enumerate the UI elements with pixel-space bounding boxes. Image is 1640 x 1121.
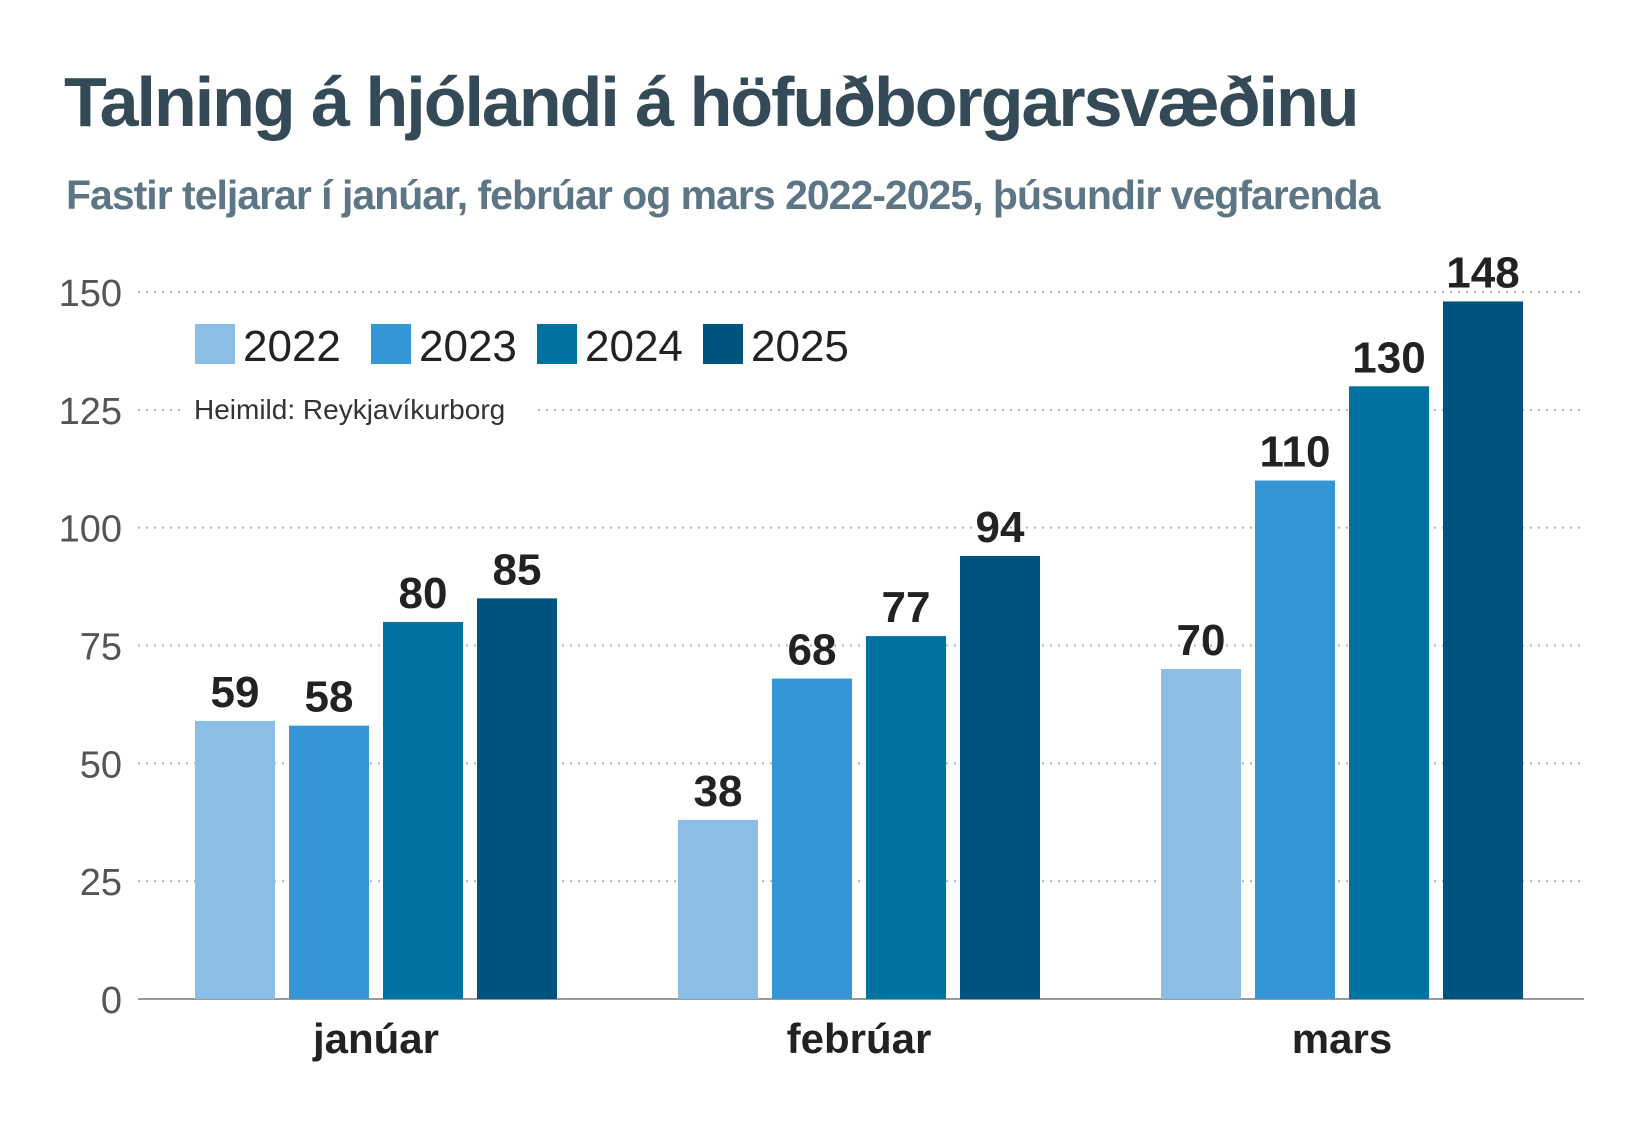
legend-swatch-2025 (703, 324, 743, 364)
value-label: 38 (694, 767, 743, 816)
y-tick-label: 0 (101, 980, 122, 1022)
legend-swatch-2022 (195, 324, 235, 364)
y-tick-label: 25 (80, 862, 122, 904)
value-label: 80 (399, 569, 448, 618)
category-label: janúar (312, 1015, 439, 1062)
bar-2025-febrúar (960, 555, 1040, 999)
source-background (182, 383, 534, 435)
value-label: 59 (211, 668, 260, 717)
bar-2025-mars (1443, 301, 1523, 1000)
value-label: 68 (788, 625, 837, 674)
legend-label: 2024 (585, 322, 683, 371)
bar-2022-janúar (195, 720, 275, 999)
y-tick-label: 125 (59, 391, 122, 433)
chart-subtitle: Fastir teljarar í janúar, febrúar og mar… (66, 172, 1380, 218)
category-labels: janúar febrúar mars (312, 1015, 1392, 1062)
value-label: 110 (1260, 428, 1331, 477)
legend-label: 2022 (243, 322, 341, 371)
bar-2023-febrúar (772, 678, 852, 999)
y-tick-label: 150 (59, 273, 122, 315)
category-label: febrúar (787, 1015, 932, 1062)
bar-2025-janúar (477, 598, 557, 999)
bar-2023-mars (1255, 480, 1335, 999)
bar-2024-febrúar (866, 636, 946, 999)
value-label: 58 (305, 673, 354, 722)
bar-2022-febrúar (678, 819, 758, 999)
legend-label: 2025 (751, 322, 849, 371)
category-label: mars (1292, 1015, 1392, 1062)
bar-2024-mars (1349, 386, 1429, 999)
legend-swatch-2024 (537, 324, 577, 364)
value-label: 70 (1177, 616, 1226, 665)
value-labels: 59 58 80 85 38 68 77 94 70 110 130 148 (211, 248, 1520, 815)
y-tick-label: 50 (80, 744, 122, 786)
y-axis-ticks: 0 25 50 75 100 125 150 (59, 273, 122, 1022)
legend: 2022 2023 2024 2025 (195, 322, 849, 371)
value-label: 94 (976, 503, 1025, 552)
bar-2024-janúar (383, 621, 463, 999)
legend-swatch-2023 (371, 324, 411, 364)
bar-2023-janúar (289, 725, 369, 999)
value-label: 85 (493, 545, 542, 594)
source-note: Heimild: Reykjavíkurborg (194, 394, 505, 425)
y-tick-label: 75 (80, 627, 122, 669)
legend-label: 2023 (419, 322, 517, 371)
value-label: 148 (1446, 248, 1519, 297)
bars (195, 301, 1523, 1000)
value-label: 77 (882, 583, 931, 632)
y-tick-label: 100 (59, 509, 122, 551)
value-label: 130 (1352, 333, 1425, 382)
bar-2022-mars (1161, 669, 1241, 999)
chart-title: Talning á hjólandi á höfuðborgarsvæðinu (64, 63, 1359, 141)
